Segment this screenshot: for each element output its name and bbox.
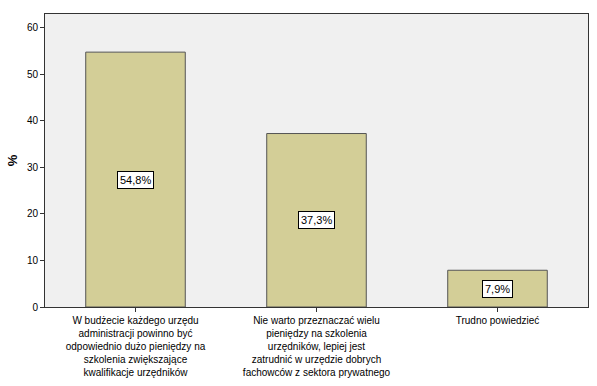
svg-text:0: 0: [32, 302, 38, 313]
svg-text:20: 20: [27, 208, 39, 219]
svg-text:40: 40: [27, 115, 39, 126]
svg-text:54,8%: 54,8%: [120, 174, 151, 186]
svg-text:%: %: [5, 154, 20, 166]
svg-text:W budżecie każdego urzęduadmin: W budżecie każdego urzęduadministracji p…: [66, 315, 206, 378]
svg-text:Nie warto przeznaczać wielupie: Nie warto przeznaczać wielupieniędzy na …: [243, 315, 391, 378]
svg-text:37,3%: 37,3%: [301, 214, 332, 226]
svg-text:60: 60: [27, 22, 39, 33]
svg-text:50: 50: [27, 69, 39, 80]
svg-text:10: 10: [27, 255, 39, 266]
svg-text:Trudno powiedzieć: Trudno powiedzieć: [456, 315, 540, 326]
svg-text:7,9%: 7,9%: [485, 283, 510, 295]
svg-text:30: 30: [27, 162, 39, 173]
